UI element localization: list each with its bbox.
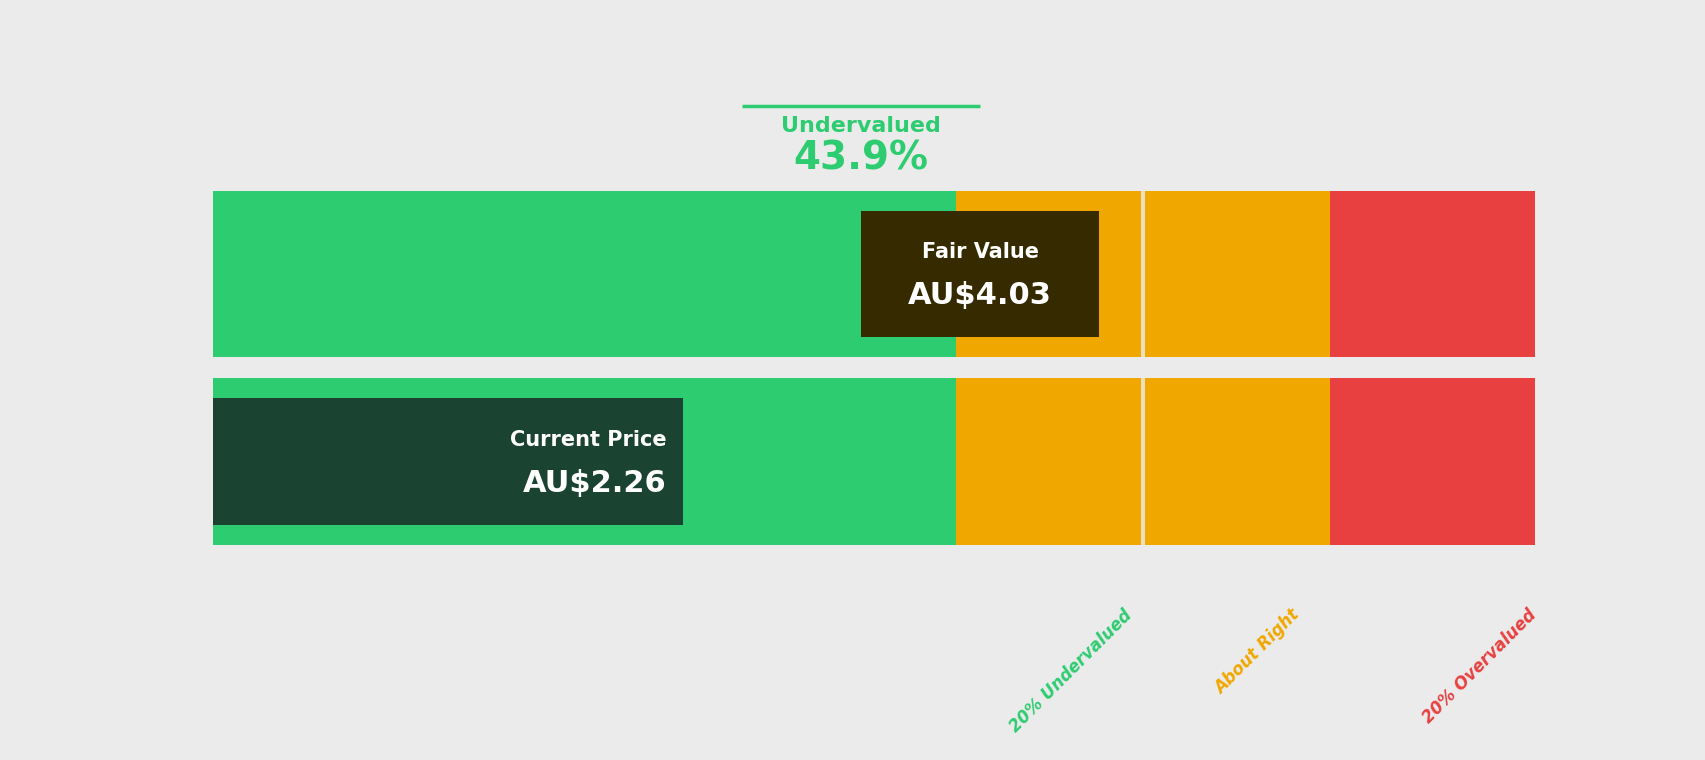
Bar	[1141, 191, 1330, 357]
Text: Current Price: Current Price	[510, 429, 667, 450]
Bar	[213, 398, 682, 524]
Bar	[957, 191, 1141, 357]
Text: About Right: About Right	[1211, 606, 1303, 698]
Bar	[1330, 378, 1534, 545]
Text: AU$4.03: AU$4.03	[907, 281, 1052, 310]
Bar	[861, 211, 1098, 337]
Text: Undervalued: Undervalued	[781, 116, 941, 136]
Text: AU$2.26: AU$2.26	[523, 468, 667, 498]
Bar	[1141, 378, 1330, 545]
Text: 20% Overvalued: 20% Overvalued	[1419, 606, 1540, 727]
Text: Fair Value: Fair Value	[921, 242, 1038, 262]
Bar	[1330, 191, 1534, 357]
Bar	[213, 378, 957, 545]
Bar	[213, 191, 957, 357]
Text: 43.9%: 43.9%	[793, 140, 928, 178]
Bar	[957, 378, 1141, 545]
Bar	[213, 357, 1534, 378]
Text: 20% Undervalued: 20% Undervalued	[1006, 606, 1136, 736]
Bar	[1141, 191, 1144, 357]
Bar	[1141, 378, 1144, 545]
